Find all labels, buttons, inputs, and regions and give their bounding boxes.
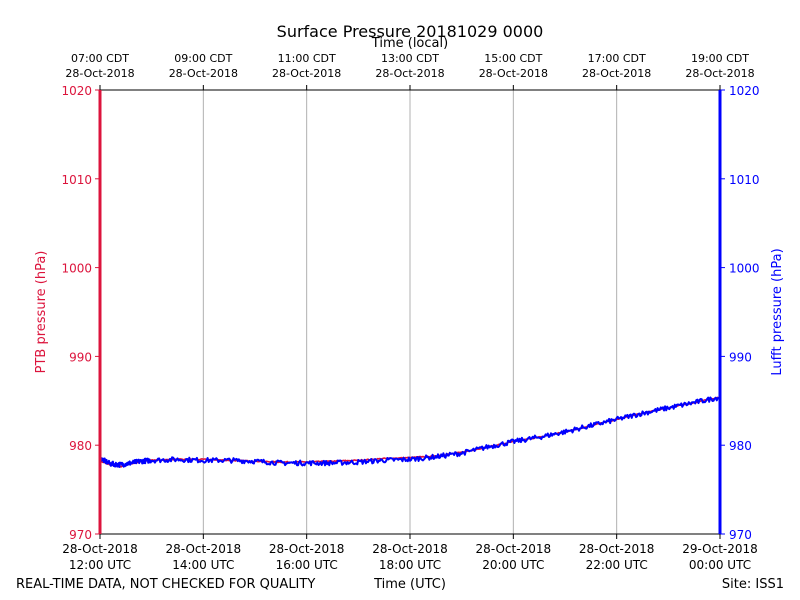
x-ticks-top: 07:00 CDT 28-Oct-2018 09:00 CDT 28-Oct-2018… <box>65 52 755 90</box>
x-tick-label-top-time: 07:00 CDT <box>71 52 129 65</box>
y-tick-label-left: 980 <box>69 439 92 453</box>
x-tick-label-top-time: 19:00 CDT <box>691 52 749 65</box>
x-tick-label-bottom-time: 16:00 UTC <box>276 558 338 572</box>
x-tick-label-top-time: 09:00 CDT <box>174 52 232 65</box>
x-tick-label-bottom-date: 28-Oct-2018 <box>372 542 448 556</box>
right-y-axis-label: Lufft pressure (hPa) <box>770 248 785 375</box>
y-tick-label-left: 1000 <box>61 262 92 276</box>
y-ticks-left: 970 980 990 1000 1010 1020 <box>61 84 100 542</box>
x-tick-label-bottom-time: 12:00 UTC <box>69 558 131 572</box>
x-tick-label-bottom-date: 28-Oct-2018 <box>166 542 242 556</box>
series-layer <box>99 396 721 468</box>
x-tick-label-bottom-date: 29-Oct-2018 <box>682 542 758 556</box>
y-tick-label-right: 1010 <box>729 173 760 187</box>
x-ticks-bottom: 28-Oct-2018 12:00 UTC 28-Oct-2018 14:00 UTC… <box>62 534 758 572</box>
y-tick-label-right: 990 <box>729 350 752 364</box>
grid <box>202 90 618 534</box>
x-tick-label-top-time: 15:00 CDT <box>484 52 542 65</box>
x-tick-label-bottom-time: 20:00 UTC <box>482 558 544 572</box>
quality-disclaimer: REAL-TIME DATA, NOT CHECKED FOR QUALITY <box>16 577 315 592</box>
bottom-axis-label: Time (UTC) <box>373 577 446 592</box>
y-tick-label-right: 1020 <box>729 84 760 98</box>
x-tick-label-top-date: 28-Oct-2018 <box>169 67 238 80</box>
y-tick-label-right: 980 <box>729 439 752 453</box>
x-tick-label-top-time: 13:00 CDT <box>381 52 439 65</box>
y-tick-label-left: 990 <box>69 350 92 364</box>
y-tick-label-left: 1010 <box>61 173 92 187</box>
x-tick-label-bottom-date: 28-Oct-2018 <box>476 542 552 556</box>
y-ticks-right: 970 980 990 1000 1010 1020 <box>720 84 760 542</box>
x-tick-label-bottom-time: 00:00 UTC <box>689 558 751 572</box>
y-tick-label-left: 970 <box>69 528 92 542</box>
x-tick-label-top-date: 28-Oct-2018 <box>479 67 548 80</box>
y-tick-label-right: 1000 <box>729 262 760 276</box>
x-tick-label-bottom-time: 22:00 UTC <box>586 558 648 572</box>
x-tick-label-bottom-date: 28-Oct-2018 <box>269 542 345 556</box>
x-tick-label-top-date: 28-Oct-2018 <box>375 67 444 80</box>
site-label: Site: ISS1 <box>722 577 784 592</box>
top-axis-label: Time (local) <box>371 36 448 51</box>
x-tick-label-bottom-date: 28-Oct-2018 <box>62 542 138 556</box>
chart-title: Surface Pressure 20181029 0000 <box>277 22 544 41</box>
series-line-lufft <box>99 396 721 468</box>
x-tick-label-top-time: 17:00 CDT <box>588 52 646 65</box>
x-tick-label-bottom-date: 28-Oct-2018 <box>579 542 655 556</box>
x-tick-label-top-date: 28-Oct-2018 <box>685 67 754 80</box>
x-tick-label-top-time: 11:00 CDT <box>278 52 336 65</box>
y-tick-label-right: 970 <box>729 528 752 542</box>
left-y-axis-label: PTB pressure (hPa) <box>34 251 49 374</box>
x-tick-label-bottom-time: 14:00 UTC <box>172 558 234 572</box>
x-tick-label-top-date: 28-Oct-2018 <box>272 67 341 80</box>
x-tick-label-top-date: 28-Oct-2018 <box>582 67 651 80</box>
x-tick-label-top-date: 28-Oct-2018 <box>65 67 134 80</box>
y-tick-label-left: 1020 <box>61 84 92 98</box>
x-tick-label-bottom-time: 18:00 UTC <box>379 558 441 572</box>
